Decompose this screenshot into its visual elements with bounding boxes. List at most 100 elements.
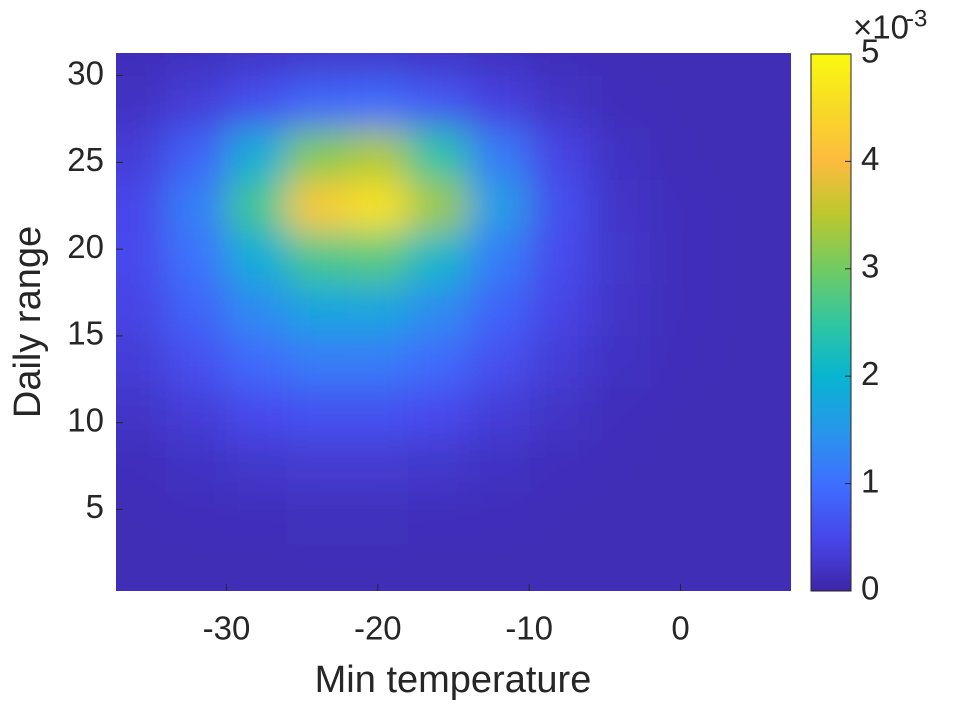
heatmap-cell	[710, 127, 791, 181]
heatmap-cell	[468, 179, 530, 233]
heatmap-cell	[468, 387, 530, 441]
heatmap-cell	[226, 335, 288, 389]
heatmap-cell	[116, 231, 167, 285]
heatmap-cell	[710, 335, 791, 389]
heatmap-cell	[468, 440, 530, 493]
colorbar-tick-label: 0	[861, 570, 879, 607]
heatmap-cell	[408, 335, 470, 389]
heatmap-cell	[589, 440, 651, 493]
y-tick-label: 25	[67, 141, 104, 178]
heatmap-cell	[165, 544, 227, 591]
colorbar-tick-label: 3	[861, 248, 879, 285]
heatmap-cell	[468, 492, 530, 545]
heatmap-cell	[710, 283, 791, 337]
heatmap-cell	[529, 179, 591, 233]
heatmap-cell	[287, 387, 349, 441]
heatmap-cell	[408, 179, 470, 233]
heatmap-cell	[116, 53, 167, 77]
heatmap-cell	[468, 53, 530, 77]
heatmap-cell	[226, 387, 288, 441]
heatmap-cell	[589, 544, 651, 591]
heatmap-cell	[650, 75, 712, 129]
heatmap-cell	[165, 53, 227, 77]
heatmap-cell	[347, 127, 409, 181]
y-tick-label: 5	[86, 488, 104, 525]
heatmap-cell	[408, 53, 470, 77]
heatmap-cell	[589, 492, 651, 545]
heatmap-cell	[650, 179, 712, 233]
heatmap-cell	[226, 127, 288, 181]
heatmap-cell	[408, 231, 470, 285]
heatmap-cell	[347, 440, 409, 493]
heatmap-cell	[468, 283, 530, 337]
heatmap-cell	[165, 127, 227, 181]
heatmap-cell	[408, 75, 470, 129]
x-axis-label: Min temperature	[315, 659, 592, 701]
x-tick-label: -10	[505, 610, 553, 647]
heatmap-cell	[226, 283, 288, 337]
heatmap-cell	[710, 440, 791, 493]
heatmap-cell	[287, 492, 349, 545]
heatmap-cell	[650, 127, 712, 181]
heatmap-cell	[589, 283, 651, 337]
colorbar-tick-label: 5	[861, 33, 879, 70]
heatmap-cell	[165, 387, 227, 441]
y-axis-label: Daily range	[7, 226, 49, 418]
heatmap-cell	[165, 179, 227, 233]
heatmap-cell	[287, 231, 349, 285]
heatmap-cell	[287, 179, 349, 233]
heatmap-cell	[165, 335, 227, 389]
heatmap-cell	[116, 179, 167, 233]
colorbar-multiplier: ×10	[853, 9, 909, 46]
heatmap-cell	[408, 283, 470, 337]
heatmap-cell	[408, 387, 470, 441]
heatmap-cell	[468, 544, 530, 591]
colorbar-exponent: -3	[906, 5, 927, 32]
heatmap-cell	[347, 387, 409, 441]
heatmap-cell	[710, 75, 791, 129]
y-tick-label: 30	[67, 54, 104, 91]
heatmap-cell	[710, 179, 791, 233]
heatmap-cell	[408, 544, 470, 591]
heatmap-cell	[347, 53, 409, 77]
heatmap-cell	[710, 231, 791, 285]
heatmap-cell	[589, 53, 651, 77]
colorbar-border	[810, 53, 852, 592]
heatmap-cell	[287, 53, 349, 77]
heatmap-cell	[165, 440, 227, 493]
heatmap-cell	[165, 283, 227, 337]
heatmap-cell	[347, 231, 409, 285]
heatmap-cell	[529, 75, 591, 129]
heatmap-cell	[650, 492, 712, 545]
heatmap-cell	[116, 75, 167, 129]
heatmap-cell	[116, 492, 167, 545]
colorbar-tick-label: 1	[861, 462, 879, 499]
heatmap-cell	[347, 179, 409, 233]
heatmap-cell	[226, 492, 288, 545]
heatmap-cell	[589, 231, 651, 285]
heatmap-cell	[287, 440, 349, 493]
heatmap-cell	[287, 544, 349, 591]
heatmap-cell	[529, 387, 591, 441]
heatmap-cell	[226, 179, 288, 233]
heatmap-cell	[116, 335, 167, 389]
heatmap-cell	[165, 492, 227, 545]
heatmap-cell	[468, 335, 530, 389]
heatmap-cell	[226, 53, 288, 77]
heatmap-cell	[165, 75, 227, 129]
heatmap-cell	[529, 335, 591, 389]
heatmap-cell	[116, 127, 167, 181]
heatmap-cell	[468, 127, 530, 181]
x-tick-label: -30	[203, 610, 251, 647]
heatmap-cell	[408, 127, 470, 181]
heatmap-cell	[287, 335, 349, 389]
y-tick-label: 10	[67, 401, 104, 438]
heatmap-cell	[287, 283, 349, 337]
heatmap-cell	[710, 544, 791, 591]
heatmap-cell	[116, 283, 167, 337]
heatmap-cell	[116, 544, 167, 591]
heatmap-cell	[650, 53, 712, 77]
heatmap-cell	[529, 127, 591, 181]
x-tick-label: 0	[671, 610, 689, 647]
